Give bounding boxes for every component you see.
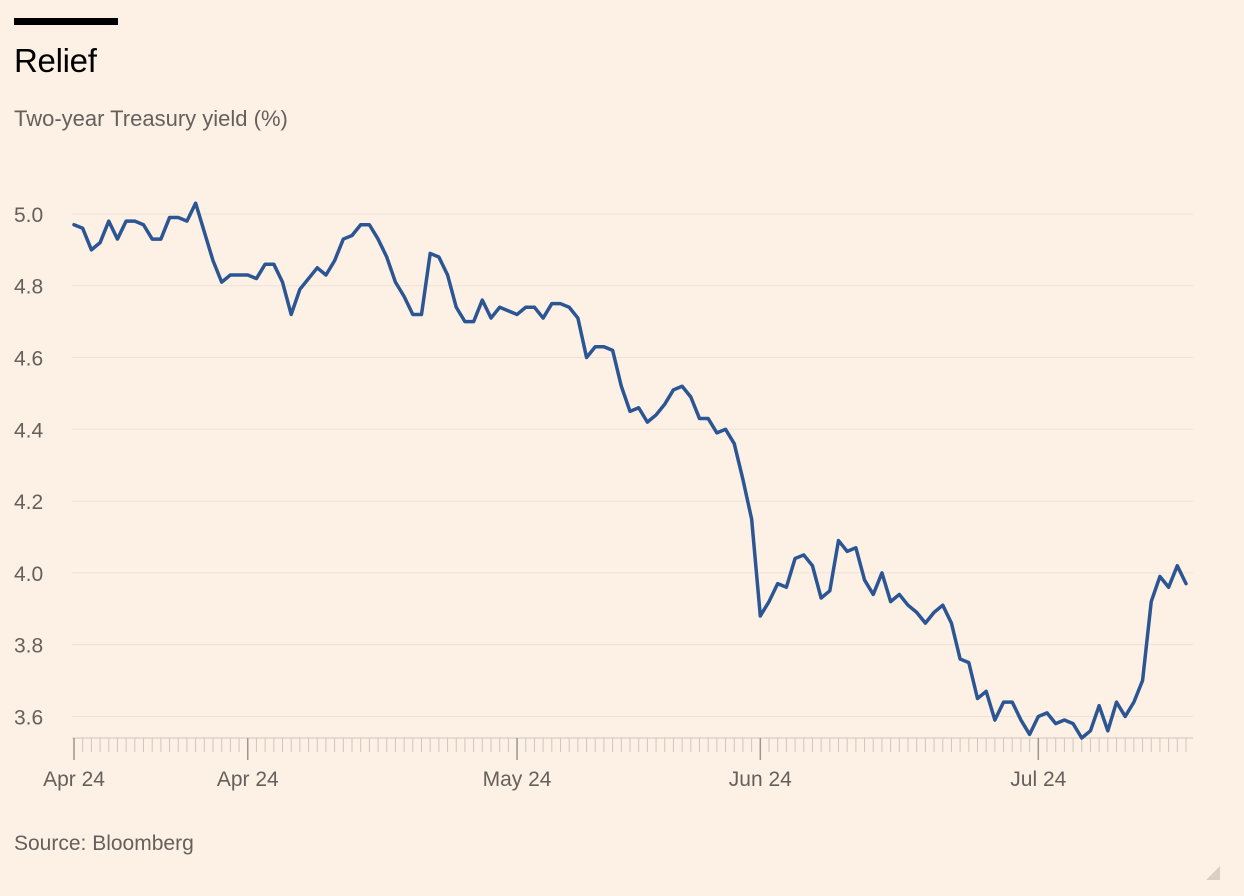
source-note: Source: Bloomberg (14, 832, 194, 855)
chart-title: Relief (14, 42, 97, 79)
title-accent-bar (14, 18, 118, 25)
y-tick-label: 3.8 (14, 635, 43, 658)
x-tick-label: Apr 24 (43, 768, 105, 791)
corner-triangle-icon (1206, 866, 1220, 880)
y-tick-label: 4.4 (14, 419, 44, 442)
y-tick-label: 4.6 (14, 348, 43, 371)
x-tick-label: Jun 24 (729, 768, 792, 791)
y-tick-label: 5.0 (14, 204, 43, 227)
y-tick-label: 3.6 (14, 706, 43, 729)
x-tick-label: Apr 24 (217, 768, 279, 791)
y-tick-label: 4.8 (14, 276, 43, 299)
yield-series-line (72, 201, 1188, 740)
x-tick-label: Jul 24 (1010, 768, 1066, 791)
chart-subtitle: Two-year Treasury yield (%) (14, 106, 288, 131)
y-tick-label: 4.0 (14, 563, 43, 586)
y-tick-label: 4.2 (14, 491, 43, 514)
x-tick-label: May 24 (483, 768, 552, 791)
